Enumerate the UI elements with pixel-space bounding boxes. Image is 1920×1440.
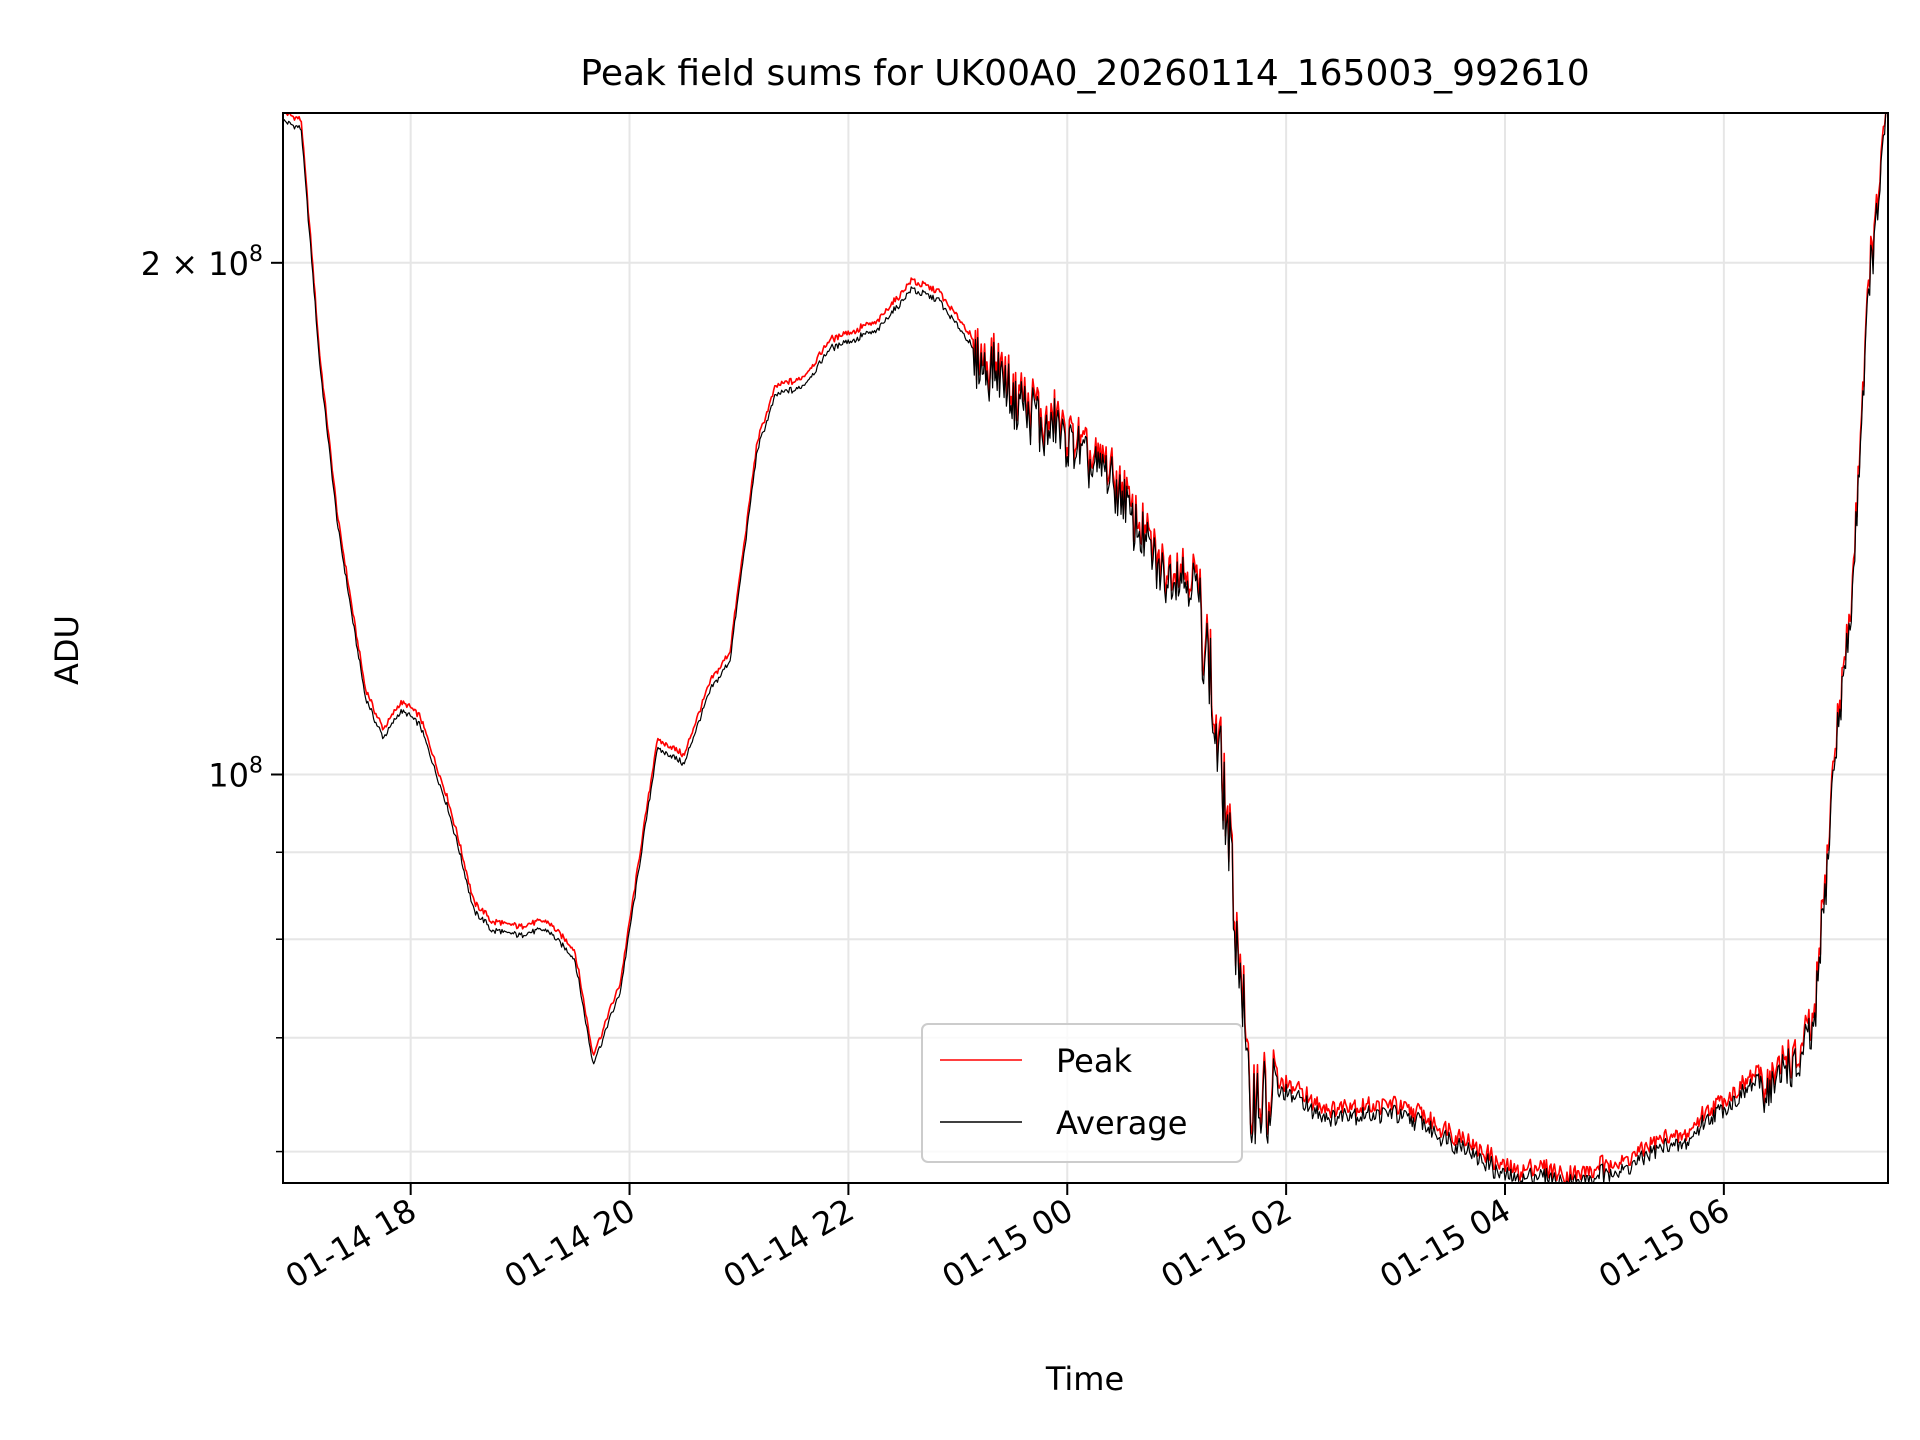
x-tick-label: 01-15 04 [1373, 1191, 1517, 1296]
y-tick-label-exponent: 8 [249, 242, 263, 267]
y-tick-label: 2 × 108 [141, 242, 263, 283]
series-line-average [282, 112, 1888, 1184]
y-tick-label-exponent: 8 [249, 753, 263, 778]
x-tick-label: 01-14 20 [498, 1191, 642, 1296]
legend-average-label: Average [1056, 1104, 1187, 1142]
legend-box [921, 1023, 1243, 1163]
grid-lines [283, 113, 1888, 1183]
legend: Peak Average [921, 1023, 1243, 1163]
y-tick-label-base: 2 × 10 [141, 245, 249, 283]
x-tick-label: 01-14 22 [717, 1191, 861, 1296]
y-tick-label: 108 [208, 753, 263, 794]
y-tick-label-base: 10 [208, 756, 249, 794]
series-line-peak [282, 112, 1888, 1184]
chart-title: Peak field sums for UK00A0_20260114_1650… [580, 53, 1589, 94]
x-axis-label: Time [1045, 1360, 1124, 1398]
plot-frame [282, 112, 1889, 1184]
x-tick-label: 01-15 00 [936, 1191, 1080, 1296]
x-tick-label: 01-15 06 [1592, 1191, 1736, 1296]
x-tick-label: 01-15 02 [1155, 1191, 1299, 1296]
y-axis-label: ADU [48, 615, 86, 685]
x-axis-ticks: 01-14 18 01-14 20 01-14 22 01-15 00 01-15 02… [279, 1183, 1736, 1296]
x-tick-label: 01-14 18 [279, 1191, 423, 1296]
legend-peak-label: Peak [1056, 1042, 1132, 1080]
series-lines [282, 112, 1888, 1184]
